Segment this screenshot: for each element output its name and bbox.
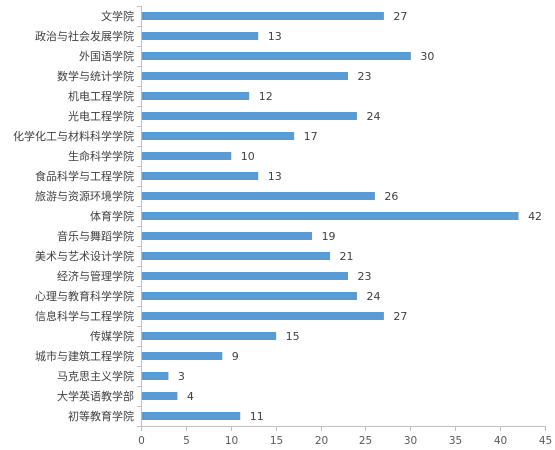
category-label: 传媒学院 [90, 329, 134, 343]
bar [141, 352, 223, 360]
bar [141, 172, 259, 180]
category-label: 大学英语教学部 [57, 389, 134, 403]
x-tick-label: 25 [359, 435, 372, 447]
data-label: 21 [340, 250, 354, 263]
bar [141, 252, 331, 260]
x-tick-label: 45 [539, 435, 552, 447]
x-tick-label: 35 [449, 435, 462, 447]
x-tick-label: 10 [225, 435, 238, 447]
bar-group [141, 12, 519, 420]
category-label: 外国语学院 [79, 49, 134, 63]
x-tick-label: 5 [183, 435, 190, 447]
category-label: 数学与统计学院 [57, 69, 134, 83]
data-label: 11 [250, 410, 264, 423]
data-label: 24 [366, 290, 380, 303]
category-label: 经济与管理学院 [57, 269, 134, 283]
data-label: 27 [393, 10, 407, 23]
x-tick-label: 40 [494, 435, 507, 447]
data-label: 13 [268, 30, 282, 43]
bar [141, 412, 241, 420]
data-label: 42 [528, 210, 542, 223]
bar [141, 132, 295, 140]
bar [141, 292, 357, 300]
data-label: 30 [420, 50, 434, 63]
category-label: 机电工程学院 [68, 89, 134, 103]
bar [141, 232, 313, 240]
category-label: 文学院 [101, 9, 134, 23]
bar [141, 372, 169, 380]
bar [141, 32, 259, 40]
data-label: 3 [178, 370, 185, 383]
data-label: 23 [357, 270, 371, 283]
category-label: 食品科学与工程学院 [35, 169, 134, 183]
data-label: 27 [393, 310, 407, 323]
data-label: 9 [232, 350, 239, 363]
category-label: 生命科学学院 [68, 149, 134, 163]
category-label: 心理与教育科学学院 [35, 289, 134, 303]
data-label: 15 [286, 330, 300, 343]
bar [141, 92, 250, 100]
category-label: 信息科学与工程学院 [35, 309, 134, 323]
bar [141, 112, 357, 120]
bar [141, 312, 384, 320]
x-tick-label: 15 [270, 435, 283, 447]
bar [141, 12, 384, 20]
category-label: 城市与建筑工程学院 [35, 349, 134, 363]
x-tick-label: 30 [404, 435, 417, 447]
data-label: 10 [241, 150, 255, 163]
bar [141, 72, 348, 80]
bar [141, 52, 411, 60]
bar [141, 212, 519, 220]
category-label: 政治与社会发展学院 [35, 29, 134, 43]
category-label: 光电工程学院 [68, 109, 134, 123]
data-label: 17 [304, 130, 318, 143]
category-label: 化学化工与材料科学学院 [13, 129, 134, 143]
category-label: 体育学院 [90, 209, 134, 223]
data-label: 12 [259, 90, 273, 103]
bar [141, 272, 348, 280]
bar [141, 392, 178, 400]
data-label: 24 [366, 110, 380, 123]
category-label-group: 文学院政治与社会发展学院外国语学院数学与统计学院机电工程学院光电工程学院化学化工… [13, 9, 134, 423]
category-label: 初等教育学院 [68, 409, 134, 423]
category-label: 美术与艺术设计学院 [35, 249, 134, 263]
bar [141, 152, 232, 160]
x-tick-label: 20 [315, 435, 328, 447]
category-label: 旅游与资源环境学院 [35, 189, 134, 203]
data-label: 26 [384, 190, 398, 203]
data-label: 4 [187, 390, 194, 403]
bar [141, 192, 375, 200]
data-label: 13 [268, 170, 282, 183]
bar [141, 332, 277, 340]
data-label: 23 [357, 70, 371, 83]
axes-group: 0 5 10 15 20 25 30 35 40 45 [137, 6, 552, 447]
data-label: 19 [322, 230, 336, 243]
category-label: 音乐与舞蹈学院 [57, 229, 134, 243]
category-label: 马克思主义学院 [57, 369, 134, 383]
x-tick-label: 0 [138, 435, 145, 447]
